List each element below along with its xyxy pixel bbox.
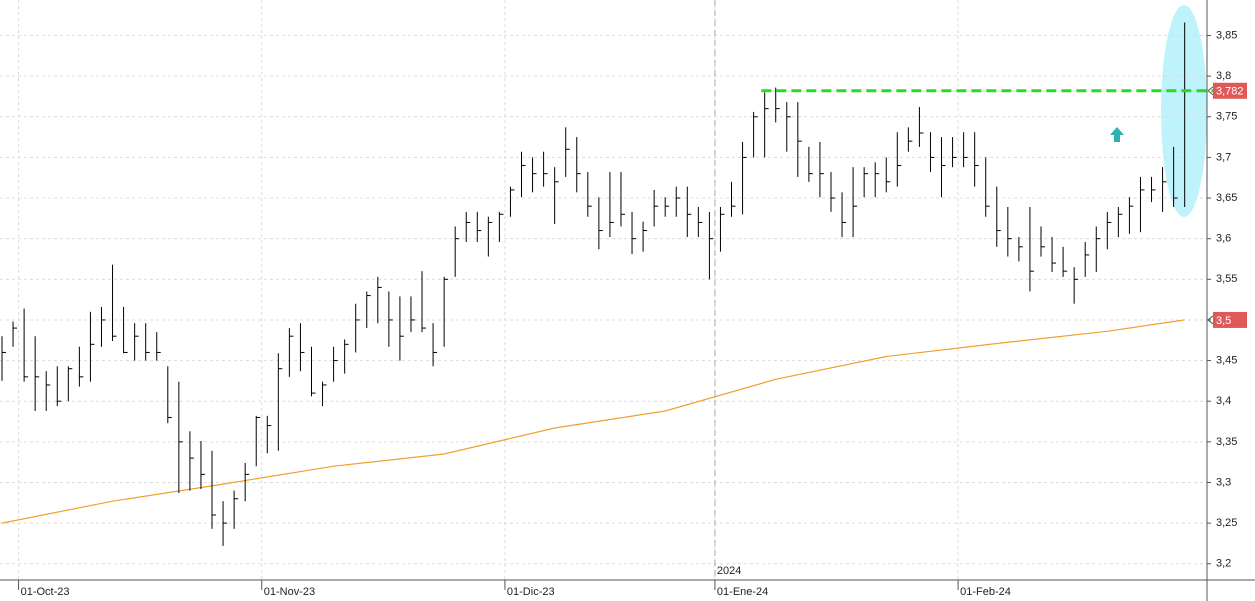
y-tick-label: 3,45 [1216,354,1237,366]
y-tick-label: 3,85 [1216,29,1237,41]
y-tick-label: 3,25 [1216,517,1237,529]
y-tick-label: 3,75 [1216,111,1237,123]
moving-average-line [1,319,1185,524]
y-tick-label: 3,35 [1216,436,1237,448]
y-tick-label: 3,6 [1216,233,1231,245]
x-tick-label: 01-Feb-24 [960,586,1011,598]
y-tick-label: 3,4 [1216,395,1231,407]
marker-label: 3,5 [1216,315,1231,327]
marker-label: 3,782 [1216,86,1244,98]
x-tick-label: 01-Oct-23 [21,586,70,598]
highlight-ellipse [1161,5,1207,217]
y-tick-label: 3,65 [1216,192,1237,204]
y-tick-label: 3,55 [1216,273,1237,285]
x-tick-label: 01-Nov-23 [264,586,315,598]
y-tick-label: 3,3 [1216,476,1231,488]
up-arrow [1110,127,1124,142]
year-label: 2024 [717,565,741,577]
y-tick-label: 3,7 [1216,151,1231,163]
marker-box [1213,82,1247,99]
x-tick-label: 01-Ene-24 [717,586,768,598]
y-tick-label: 3,8 [1216,70,1231,82]
y-tick-label: 3,2 [1216,558,1231,570]
marker-box [1213,311,1247,328]
marker-pointer [1207,86,1214,96]
marker-pointer [1207,315,1214,325]
x-tick-label: 01-Dic-23 [507,586,555,598]
